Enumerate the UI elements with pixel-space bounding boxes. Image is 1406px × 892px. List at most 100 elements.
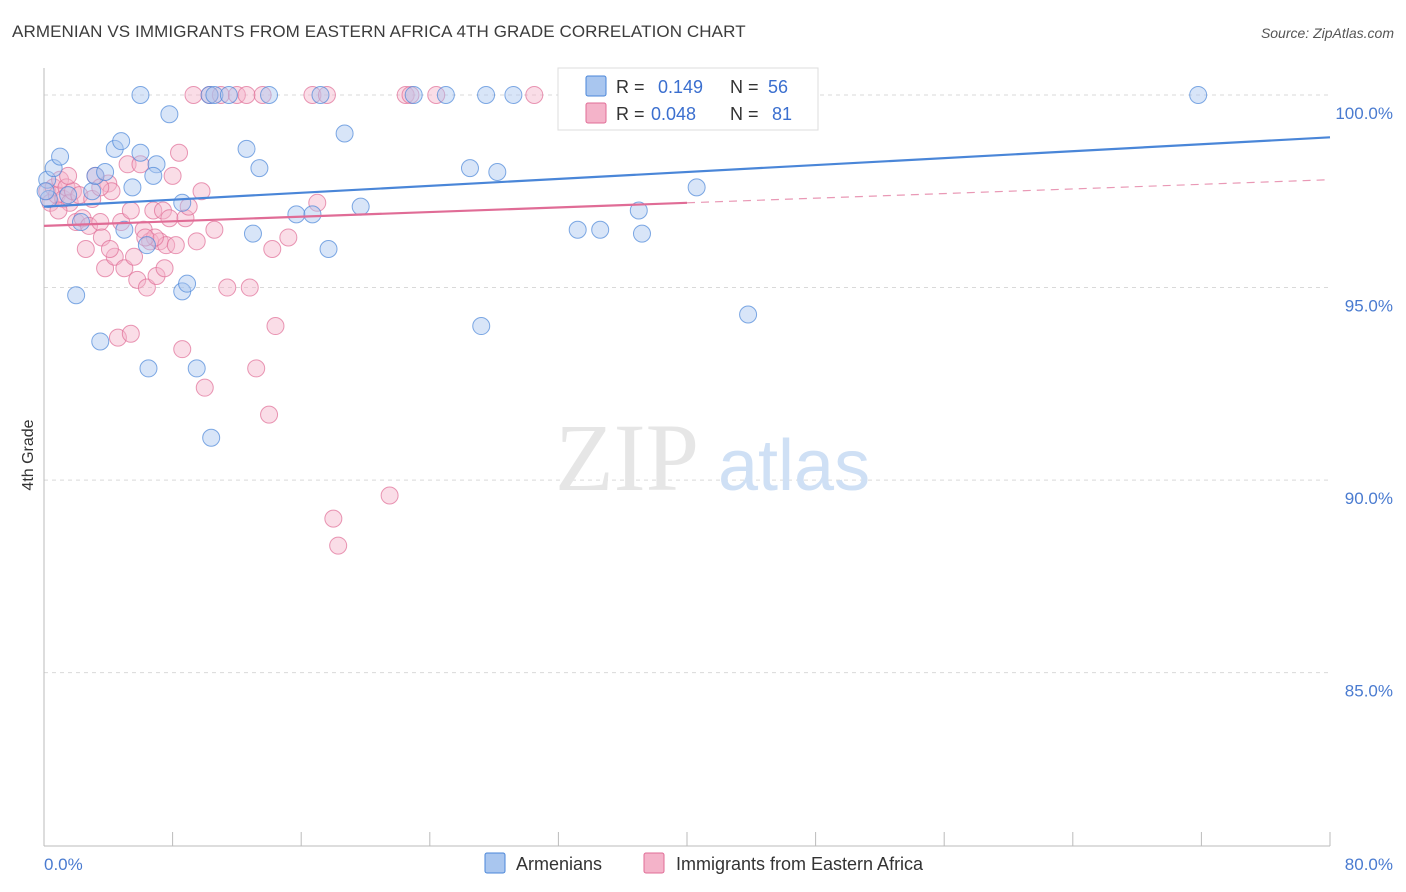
data-point	[266, 317, 285, 336]
y-axis-title: 4th Grade	[20, 419, 37, 490]
data-point	[187, 232, 206, 251]
data-point	[166, 236, 185, 255]
trend-line-immigrants	[43, 201, 688, 228]
watermark-atlas: atlas	[718, 426, 870, 506]
data-point	[86, 166, 105, 185]
data-point	[155, 259, 174, 278]
data-point	[260, 85, 279, 104]
data-point	[308, 193, 327, 212]
data-point	[121, 201, 140, 220]
data-point	[525, 85, 544, 104]
data-point	[329, 536, 348, 555]
x-tick-label: 0.0%	[44, 855, 83, 874]
data-point	[173, 193, 192, 212]
data-point	[240, 278, 259, 297]
data-point	[219, 85, 238, 104]
trend-line-armenians	[43, 136, 1331, 208]
data-point	[380, 486, 399, 505]
legend-r-label-1: R =	[616, 77, 645, 97]
data-point	[100, 240, 119, 259]
data-point	[176, 209, 195, 228]
data-point	[687, 178, 706, 197]
data-point	[44, 159, 63, 178]
data-point	[488, 162, 507, 181]
data-point	[96, 259, 115, 278]
data-point	[121, 324, 140, 343]
data-point	[173, 340, 192, 359]
series-legend: Armenians Immigrants from Eastern Africa	[484, 852, 924, 874]
x-tick-labels: 0.0% 80.0%	[44, 855, 1393, 874]
data-point	[115, 220, 134, 239]
data-point	[36, 182, 55, 201]
data-point	[303, 205, 322, 224]
data-point	[739, 305, 758, 324]
data-point	[160, 209, 179, 228]
data-point	[137, 236, 156, 255]
data-point	[163, 166, 182, 185]
data-point	[170, 143, 189, 162]
legend-n-value-2: 81	[772, 104, 792, 124]
data-point	[118, 155, 137, 174]
data-point	[460, 159, 479, 178]
data-point	[287, 205, 306, 224]
data-point	[38, 170, 57, 189]
data-point	[192, 182, 211, 201]
legend-r-value-1: 0.149	[658, 77, 703, 97]
data-point	[202, 428, 221, 447]
x-tick-marks	[43, 832, 1331, 846]
data-point	[205, 85, 224, 104]
data-point	[187, 359, 206, 378]
bottom-legend-swatch-armenians	[484, 852, 506, 874]
data-point	[404, 85, 423, 104]
data-point	[153, 201, 172, 220]
data-point	[76, 240, 95, 259]
data-point	[123, 178, 142, 197]
data-point	[351, 197, 370, 216]
legend-r-value-2: 0.048	[651, 104, 696, 124]
data-point	[51, 147, 70, 166]
data-point	[317, 85, 336, 104]
trend-line-immigrants-extension	[686, 179, 1331, 204]
data-point	[504, 85, 523, 104]
data-point	[178, 274, 197, 293]
data-point	[632, 224, 651, 243]
bottom-legend-label-immigrants: Immigrants from Eastern Africa	[676, 854, 924, 874]
legend-swatch-armenians	[585, 75, 607, 97]
data-point	[128, 270, 147, 289]
data-point	[147, 155, 166, 174]
data-point	[237, 139, 256, 158]
data-point	[253, 85, 272, 104]
data-point	[205, 220, 224, 239]
data-point	[83, 182, 102, 201]
legend-n-label-1: N =	[730, 77, 759, 97]
data-point	[139, 359, 158, 378]
y-tick-label: 90.0%	[1345, 489, 1393, 508]
data-point	[115, 259, 134, 278]
data-point	[71, 213, 90, 232]
data-point	[591, 220, 610, 239]
data-point	[472, 317, 491, 336]
data-point	[59, 186, 78, 205]
data-point	[477, 85, 496, 104]
data-point	[427, 85, 446, 104]
data-point	[218, 278, 237, 297]
data-point	[260, 405, 279, 424]
data-point	[324, 509, 343, 528]
trend-lines	[43, 136, 1331, 228]
data-point	[200, 85, 219, 104]
data-point	[184, 85, 203, 104]
y-tick-label: 100.0%	[1335, 104, 1393, 123]
data-point	[67, 286, 86, 305]
legend-n-label-2: N =	[730, 104, 759, 124]
bottom-legend-swatch-immigrants	[643, 852, 665, 874]
series-armenians-points	[36, 85, 1208, 447]
data-point	[436, 85, 455, 104]
data-point	[144, 166, 163, 185]
stats-legend: R = 0.149 N = 56 R = 0.048 N = 81	[557, 67, 819, 131]
data-point	[243, 224, 262, 243]
data-point	[247, 359, 266, 378]
data-point	[131, 85, 150, 104]
data-point	[112, 132, 131, 151]
data-point	[91, 213, 110, 232]
